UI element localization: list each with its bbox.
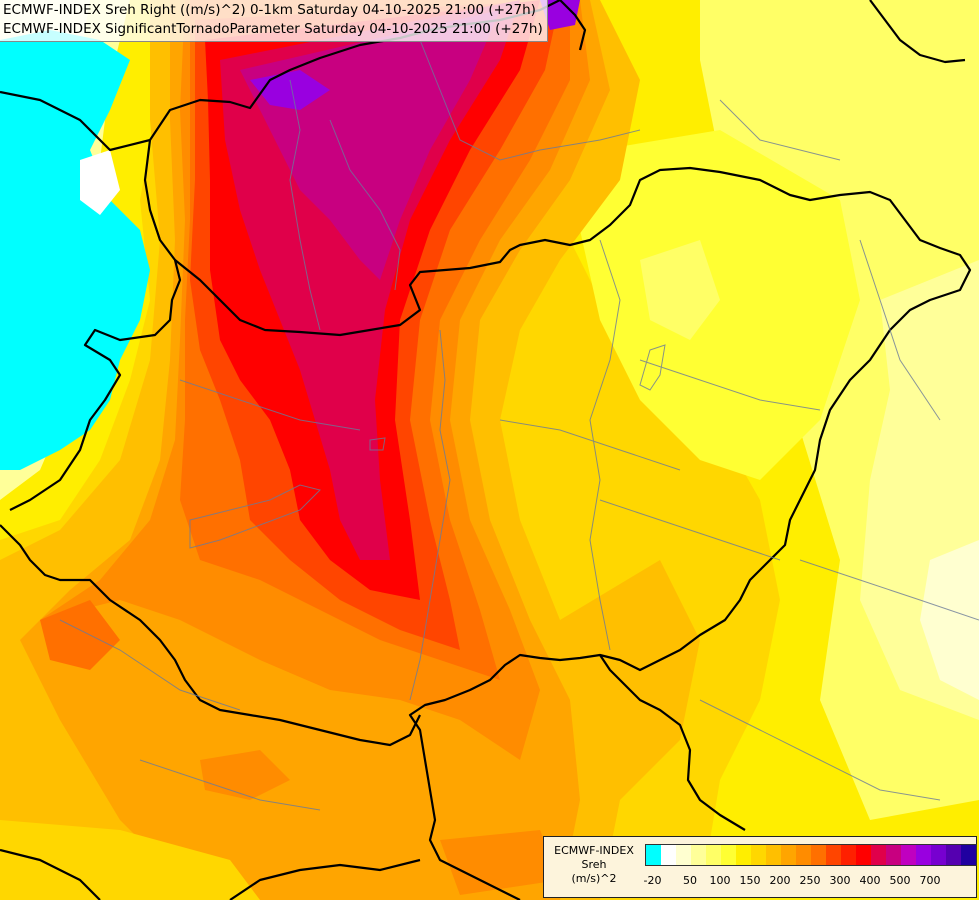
legend-swatch: [781, 845, 796, 865]
map-title-line-2: ECMWF-INDEX SignificantTornadoParameter …: [3, 21, 543, 37]
legend-swatch: [676, 845, 691, 865]
legend-swatch: [931, 845, 946, 865]
field-violet-2: [540, 0, 580, 30]
legend-tick-label: 200: [769, 874, 791, 887]
legend-tick-label: 400: [859, 874, 881, 887]
legend-swatch: [856, 845, 871, 865]
field-yellow-ne: [640, 240, 720, 340]
legend-tick-label: 500: [889, 874, 911, 887]
legend-swatch: [736, 845, 751, 865]
color-legend: ECMWF-INDEX Sreh (m/s)^2 -20 50 100 150 200 2…: [543, 836, 977, 898]
legend-tick-label: 700: [919, 874, 941, 887]
field-yellow-center: [580, 130, 860, 480]
minor-lines: [59, 39, 979, 811]
legend-swatch: [646, 845, 661, 865]
legend-swatch: [721, 845, 736, 865]
legend-swatch: [811, 845, 826, 865]
field-se-orange: [560, 560, 700, 800]
legend-title: ECMWF-INDEX Sreh (m/s)^2: [544, 844, 644, 886]
legend-ticks: -20 50 100 150 200 250 300 400 500 700: [643, 874, 969, 888]
legend-swatch: [886, 845, 901, 865]
legend-tick-label: 100: [709, 874, 731, 887]
legend-swatch: [946, 845, 961, 865]
legend-tick-label: 250: [799, 874, 821, 887]
legend-swatch: [766, 845, 781, 865]
legend-title-line-1: ECMWF-INDEX: [554, 844, 634, 857]
legend-tick-label: 300: [829, 874, 851, 887]
legend-swatch: [841, 845, 856, 865]
field-s-light: [0, 820, 260, 900]
field-sea-cyan: [0, 30, 150, 470]
legend-swatch: [751, 845, 766, 865]
field-s-blob: [440, 830, 560, 895]
legend-swatch: [871, 845, 886, 865]
legend-swatch: [661, 845, 676, 865]
field-sea-white-patch: [80, 150, 120, 215]
legend-swatch: [901, 845, 916, 865]
field-palest-east: [920, 540, 979, 700]
map-title-box: ECMWF-INDEX Sreh Right ((m/s)^2) 0-1km S…: [0, 0, 548, 42]
legend-title-line-2: Sreh: [581, 858, 607, 871]
legend-swatch: [826, 845, 841, 865]
legend-tick-label: -20: [643, 874, 662, 887]
legend-tick-label: 150: [739, 874, 761, 887]
map-title-line-1: ECMWF-INDEX Sreh Right ((m/s)^2) 0-1km S…: [3, 2, 536, 18]
legend-swatch: [691, 845, 706, 865]
legend-swatch: [706, 845, 721, 865]
legend-swatch: [961, 845, 976, 865]
legend-title-line-3: (m/s)^2: [571, 872, 617, 885]
field-sw-blob-1: [40, 600, 120, 670]
legend-swatch: [796, 845, 811, 865]
legend-color-bar: [645, 844, 977, 866]
legend-tick-label: 50: [683, 874, 697, 887]
legend-swatch: [916, 845, 931, 865]
